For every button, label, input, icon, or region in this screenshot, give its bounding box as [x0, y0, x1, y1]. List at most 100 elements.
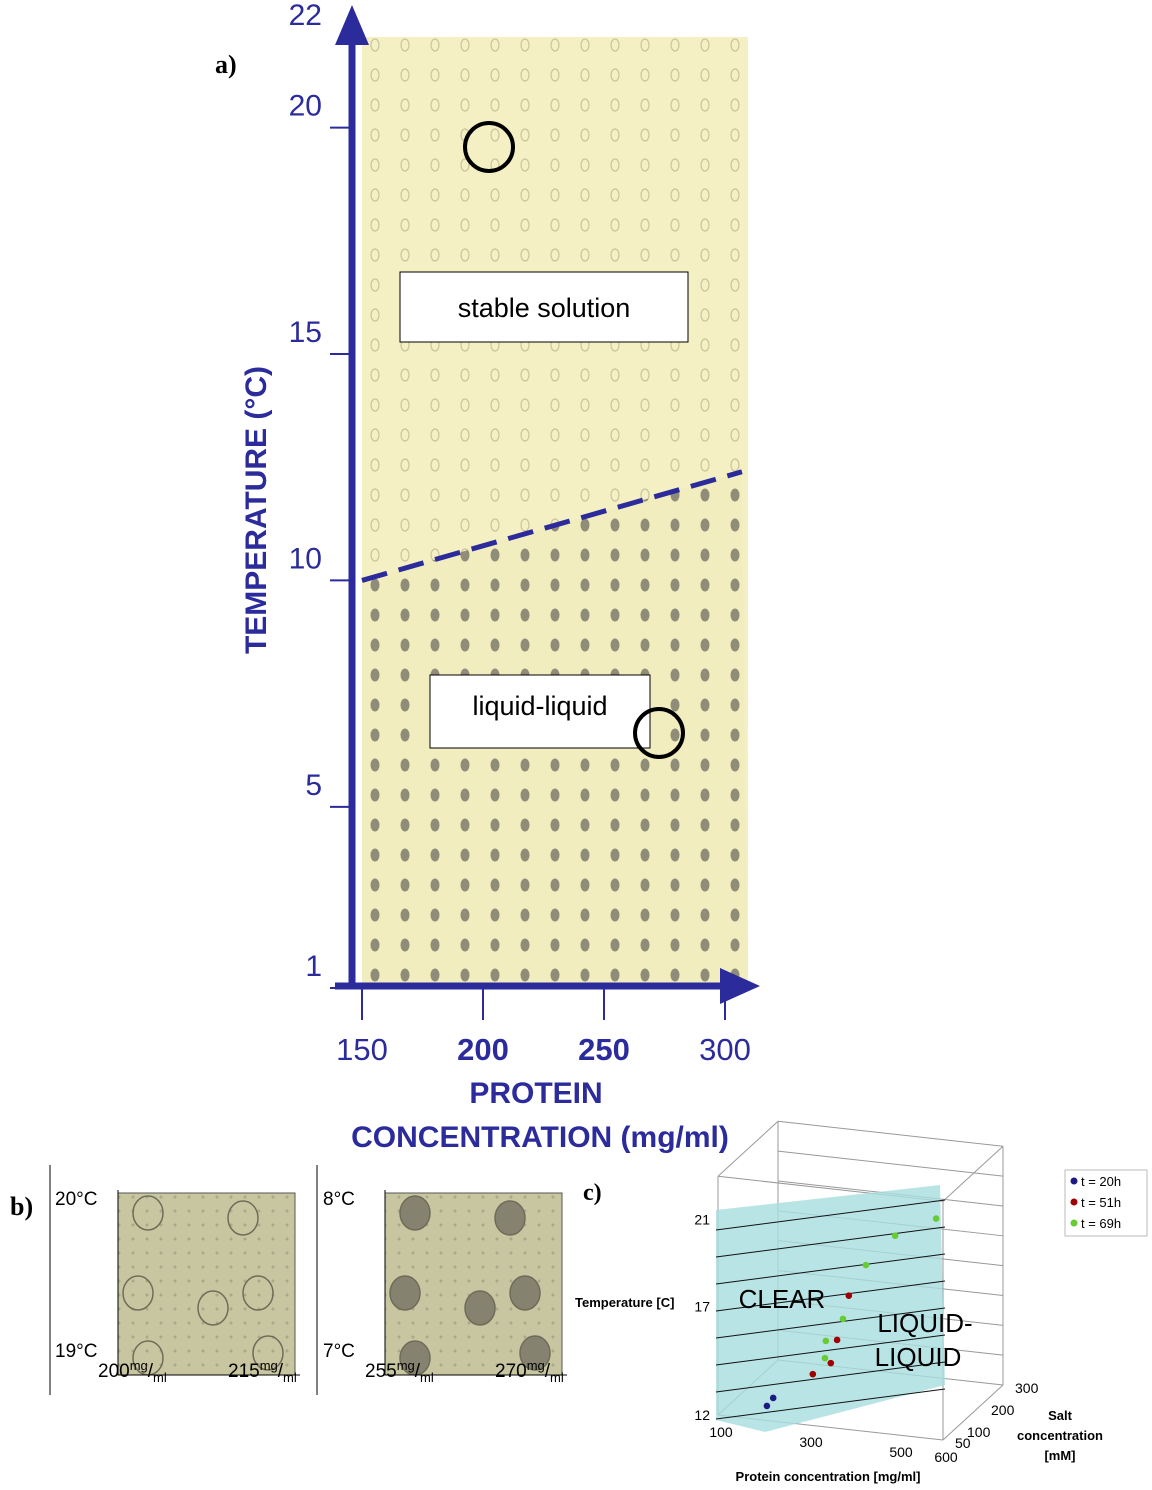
- region-label: liquid-liquid: [472, 691, 607, 721]
- y-tick-label: 15: [289, 316, 322, 349]
- conc-label: 200mg/ml: [98, 1358, 167, 1385]
- x-axis-title: CONCENTRATION (mg/ml): [351, 1121, 729, 1154]
- legend-frame: [1064, 1169, 1148, 1237]
- temperature-tick: 21: [694, 1212, 710, 1228]
- data-point: [833, 1336, 841, 1344]
- data-point: [932, 1215, 940, 1222]
- plane-line: [715, 1361, 946, 1393]
- panel-label: b): [10, 1192, 33, 1221]
- plane-line: [715, 1280, 946, 1312]
- unit-sup: mg: [527, 1358, 545, 1373]
- plane-line: [715, 1334, 946, 1366]
- conc-label: 255mg/ml: [365, 1358, 434, 1385]
- y-tick-label: 22: [289, 0, 322, 32]
- legend-label: t = 20h: [1081, 1174, 1121, 1189]
- y-tick-label: 5: [305, 769, 322, 802]
- region-label: stable solution: [458, 293, 631, 323]
- droplet: [389, 1275, 421, 1311]
- axis-title: Salt: [1048, 1408, 1073, 1423]
- protein-tick: 600: [934, 1449, 958, 1465]
- legend-label: t = 51h: [1081, 1195, 1121, 1210]
- droplet: [227, 1200, 259, 1236]
- unit-sup: mg: [260, 1358, 278, 1373]
- unit-slash: /: [545, 1361, 551, 1382]
- box-edge: [942, 1384, 1004, 1441]
- data-point: [827, 1359, 835, 1367]
- unit-slash: /: [278, 1361, 284, 1382]
- region-label: LIQUID-: [877, 1308, 972, 1338]
- legend-dot: [1070, 1219, 1078, 1227]
- y-axis-title: TEMPERATURE (°C): [240, 366, 273, 654]
- box-edge: [777, 1120, 1004, 1147]
- data-point: [769, 1394, 777, 1402]
- axis-title: Temperature [C]: [575, 1295, 674, 1310]
- marker-circle: [463, 121, 515, 173]
- unit-sub: ml: [550, 1370, 564, 1385]
- plane-line: [715, 1226, 946, 1258]
- conc-value: 255: [365, 1361, 397, 1382]
- micrograph: [117, 1192, 296, 1376]
- unit-slash: /: [148, 1361, 154, 1382]
- data-point: [839, 1315, 847, 1323]
- y-tick-label: 1: [305, 950, 322, 983]
- unit-sub: ml: [420, 1370, 434, 1385]
- droplet: [464, 1290, 496, 1326]
- droplet: [252, 1335, 284, 1371]
- conc-value: 215: [228, 1361, 260, 1382]
- droplet: [509, 1275, 541, 1311]
- conc-label: 270mg/ml: [495, 1358, 564, 1385]
- droplet: [519, 1335, 551, 1371]
- legend-dot: [1070, 1177, 1078, 1185]
- region-label: LIQUID: [875, 1342, 962, 1372]
- data-point: [891, 1232, 899, 1240]
- legend-dot: [1070, 1198, 1078, 1206]
- temp-label: 20°C: [55, 1189, 97, 1210]
- salt-tick: 200: [991, 1402, 1015, 1418]
- region-label: CLEAR: [739, 1284, 826, 1314]
- salt-tick: 50: [955, 1435, 971, 1451]
- unit-sub: ml: [283, 1370, 297, 1385]
- boundary-plane: [716, 1185, 945, 1432]
- region-box: [399, 271, 689, 343]
- plane-line: [715, 1199, 946, 1231]
- salt-tick: 300: [1015, 1380, 1039, 1396]
- box-edge: [942, 1145, 1004, 1202]
- y-tick-label: 20: [289, 90, 322, 123]
- temperature-tick: 12: [694, 1407, 710, 1423]
- data-point: [845, 1292, 853, 1299]
- temp-label: 8°C: [323, 1189, 355, 1210]
- plane-line: [715, 1307, 946, 1339]
- protein-tick: 100: [709, 1424, 733, 1440]
- salt-tick: 100: [967, 1424, 991, 1440]
- data-point: [822, 1337, 830, 1345]
- axis-title: concentration: [1017, 1428, 1103, 1443]
- phase-boundary: [361, 469, 743, 583]
- x-tick-label: 300: [699, 1032, 751, 1067]
- axis-title: [mM]: [1044, 1448, 1075, 1463]
- droplet: [399, 1195, 431, 1231]
- droplet: [494, 1200, 526, 1236]
- marker-circle: [633, 707, 685, 759]
- conc-value: 200: [98, 1361, 130, 1382]
- unit-sup: mg: [130, 1358, 148, 1373]
- droplet: [122, 1275, 154, 1311]
- data-point: [821, 1354, 829, 1362]
- unit-slash: /: [415, 1361, 421, 1382]
- data-point: [809, 1370, 817, 1378]
- data-point: [763, 1402, 771, 1410]
- conc-value: 270: [495, 1361, 527, 1382]
- y-arrow: [335, 5, 369, 45]
- droplet: [242, 1275, 274, 1311]
- panel-label: a): [215, 50, 237, 79]
- plane-line: [715, 1253, 946, 1285]
- temp-label: 7°C: [323, 1341, 355, 1362]
- box-edge: [777, 1150, 1004, 1177]
- conc-label: 215mg/ml: [228, 1358, 297, 1385]
- protein-tick: 500: [889, 1444, 913, 1460]
- axis-title: Protein concentration [mg/ml]: [736, 1469, 921, 1484]
- x-tick-label: 150: [336, 1032, 388, 1067]
- x-axis-title: PROTEIN: [469, 1077, 602, 1110]
- protein-tick: 300: [799, 1434, 823, 1450]
- temperature-tick: 17: [694, 1299, 710, 1315]
